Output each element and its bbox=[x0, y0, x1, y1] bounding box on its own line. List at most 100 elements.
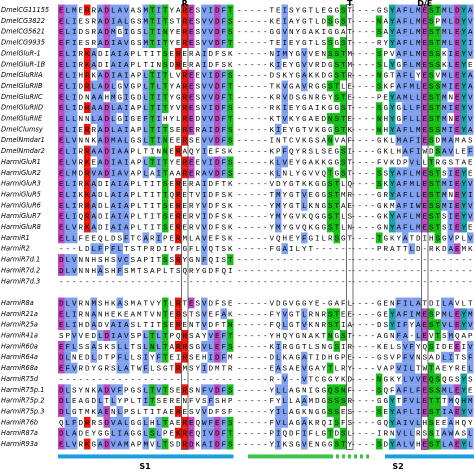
sequence-segment: ----GSVPFVNSADLITSF bbox=[351, 355, 473, 363]
residue-cell bbox=[415, 156, 422, 168]
residue-cell bbox=[454, 4, 461, 16]
sequence-name: DmelNmdar1 bbox=[1, 136, 45, 144]
residue-cell bbox=[402, 189, 409, 200]
residue-cell bbox=[110, 47, 117, 59]
residue-cell bbox=[71, 221, 78, 233]
residue-cell bbox=[162, 330, 169, 341]
residue-cell bbox=[421, 15, 428, 27]
residue-cell bbox=[123, 221, 130, 233]
sequence-segment: ELIRNANHEKEAMTVNTERSTSVEFAK bbox=[59, 311, 233, 319]
residue-cell bbox=[149, 427, 156, 439]
residue-cell bbox=[275, 351, 282, 363]
residue-cell bbox=[376, 406, 383, 417]
residue-cell bbox=[142, 362, 149, 374]
residue-cell bbox=[155, 330, 162, 341]
residue-cell bbox=[71, 156, 78, 168]
sequence-segment: -----KRVDSGNRGYSTE bbox=[237, 94, 353, 102]
sequence-name: DmelCG3822 bbox=[1, 17, 45, 25]
residue-cell bbox=[408, 113, 415, 124]
residue-cell bbox=[389, 113, 396, 124]
residue-cell bbox=[376, 373, 383, 385]
residue-cell bbox=[155, 80, 162, 92]
residue-cell bbox=[142, 37, 149, 48]
residue-cell bbox=[447, 395, 454, 407]
sequence-name: HarmiR76b bbox=[1, 418, 38, 426]
residue-cell bbox=[434, 373, 441, 385]
residue-cell bbox=[415, 210, 422, 222]
residue-cell bbox=[123, 15, 130, 27]
residue-cell bbox=[415, 145, 422, 157]
residue-cell bbox=[84, 4, 91, 16]
residue-cell bbox=[333, 69, 340, 81]
residue-cell bbox=[428, 189, 435, 200]
residue-cell bbox=[327, 210, 334, 222]
residue-cell bbox=[110, 80, 117, 92]
residue-cell bbox=[64, 210, 71, 222]
residue-cell bbox=[421, 58, 428, 70]
residue-cell bbox=[71, 26, 78, 38]
residue-cell bbox=[71, 37, 78, 48]
sequence-segment: -----VDGVGGYE-GAFL bbox=[237, 300, 353, 308]
residue-cell bbox=[201, 362, 208, 374]
residue-cell bbox=[123, 340, 130, 352]
sequence-segment: DLGTMKAENLPSLTITAERESVVDFSF bbox=[59, 409, 233, 417]
residue-cell bbox=[84, 199, 91, 211]
residue-cell bbox=[434, 102, 441, 114]
residue-cell bbox=[214, 156, 221, 168]
residue-cell bbox=[327, 189, 334, 200]
residue-cell bbox=[220, 340, 227, 352]
residue-cell bbox=[467, 308, 474, 320]
residue-cell bbox=[116, 69, 123, 81]
residue-cell bbox=[71, 58, 78, 70]
residue-cell bbox=[434, 58, 441, 70]
residue-cell bbox=[402, 91, 409, 103]
residue-cell bbox=[376, 69, 383, 81]
residue-cell bbox=[389, 167, 396, 179]
residue-cell bbox=[434, 189, 441, 200]
residue-cell bbox=[155, 113, 162, 124]
residue-cell bbox=[281, 37, 288, 48]
residue-cell bbox=[376, 384, 383, 396]
residue-cell bbox=[201, 47, 208, 59]
residue-cell bbox=[454, 113, 461, 124]
residue-cell bbox=[389, 438, 396, 450]
residue-cell bbox=[103, 26, 110, 38]
residue-cell bbox=[142, 134, 149, 146]
residue-cell bbox=[201, 167, 208, 179]
sequence-segment: ----NAYAFLMESPMLDYV bbox=[351, 18, 473, 26]
residue-cell bbox=[90, 102, 97, 114]
residue-cell bbox=[275, 210, 282, 222]
residue-cell bbox=[97, 438, 104, 450]
residue-cell bbox=[428, 134, 435, 146]
sequence-segment: ------------------ bbox=[237, 268, 352, 276]
residue-cell bbox=[64, 232, 71, 244]
residue-cell bbox=[428, 199, 435, 211]
residue-cell bbox=[207, 427, 214, 439]
residue-cell bbox=[90, 340, 97, 352]
residue-cell bbox=[402, 232, 409, 244]
residue-cell bbox=[395, 199, 402, 211]
residue-cell bbox=[155, 438, 162, 450]
residue-cell bbox=[175, 199, 182, 211]
residue-cell bbox=[395, 123, 402, 135]
sequence-segment: ----TGKYATDIHSGVPLV bbox=[351, 235, 473, 243]
domain-bar-dash bbox=[348, 454, 351, 459]
residue-cell bbox=[434, 80, 441, 92]
residue-cell bbox=[447, 80, 454, 92]
residue-cell bbox=[227, 134, 234, 146]
residue-cell bbox=[467, 47, 474, 59]
residue-cell bbox=[389, 58, 396, 70]
residue-cell bbox=[220, 330, 227, 341]
residue-cell bbox=[389, 308, 396, 320]
residue-cell bbox=[408, 438, 415, 450]
residue-cell bbox=[441, 91, 448, 103]
residue-cell bbox=[434, 395, 441, 407]
sequence-segment: ------------------ bbox=[237, 257, 352, 265]
residue-cell bbox=[434, 210, 441, 222]
residue-cell bbox=[123, 156, 130, 168]
sequence-segment: ELIRKADIAIAPLTITSERERAIDFTK bbox=[59, 181, 233, 189]
residue-cell bbox=[428, 416, 435, 428]
residue-cell bbox=[201, 319, 208, 331]
residue-cell bbox=[460, 58, 467, 70]
sequence-segment: ----SEYAFLIESTIAEYV bbox=[351, 409, 473, 417]
